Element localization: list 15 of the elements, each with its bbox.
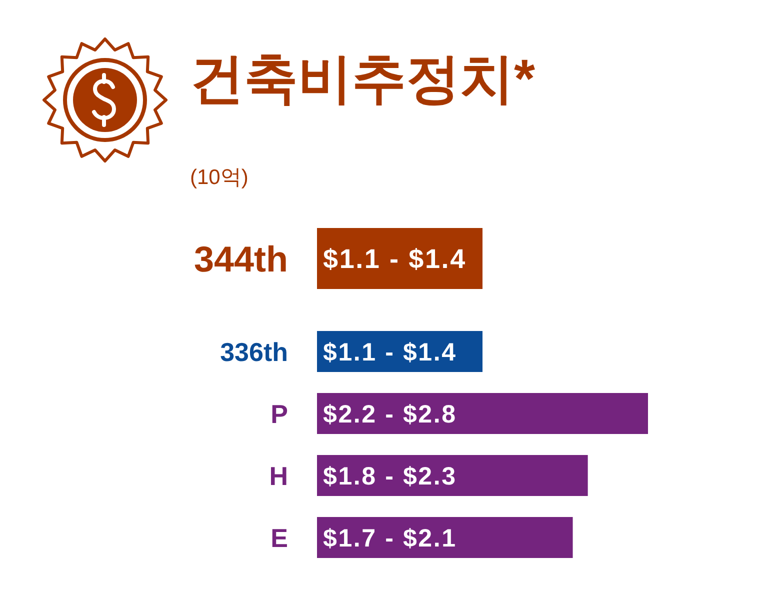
chart-subtitle: (10억) <box>190 166 248 189</box>
data-label: $1.8 - $2.3 <box>323 462 457 490</box>
bar <box>317 393 648 434</box>
bar <box>317 455 588 496</box>
y-tick-label: P <box>270 398 288 429</box>
y-tick-label: 336th <box>220 336 288 367</box>
data-label: $2.2 - $2.8 <box>323 400 457 428</box>
y-tick-label: E <box>270 522 288 553</box>
y-tick-label: 344th <box>194 238 288 280</box>
chart-title: 건축비추정치* <box>190 49 536 109</box>
bar <box>317 517 573 558</box>
data-label: $1.1 - $1.4 <box>323 244 466 274</box>
data-label: $1.1 - $1.4 <box>323 338 457 366</box>
data-label: $1.7 - $2.1 <box>323 524 457 552</box>
y-tick-label: H <box>269 460 288 491</box>
